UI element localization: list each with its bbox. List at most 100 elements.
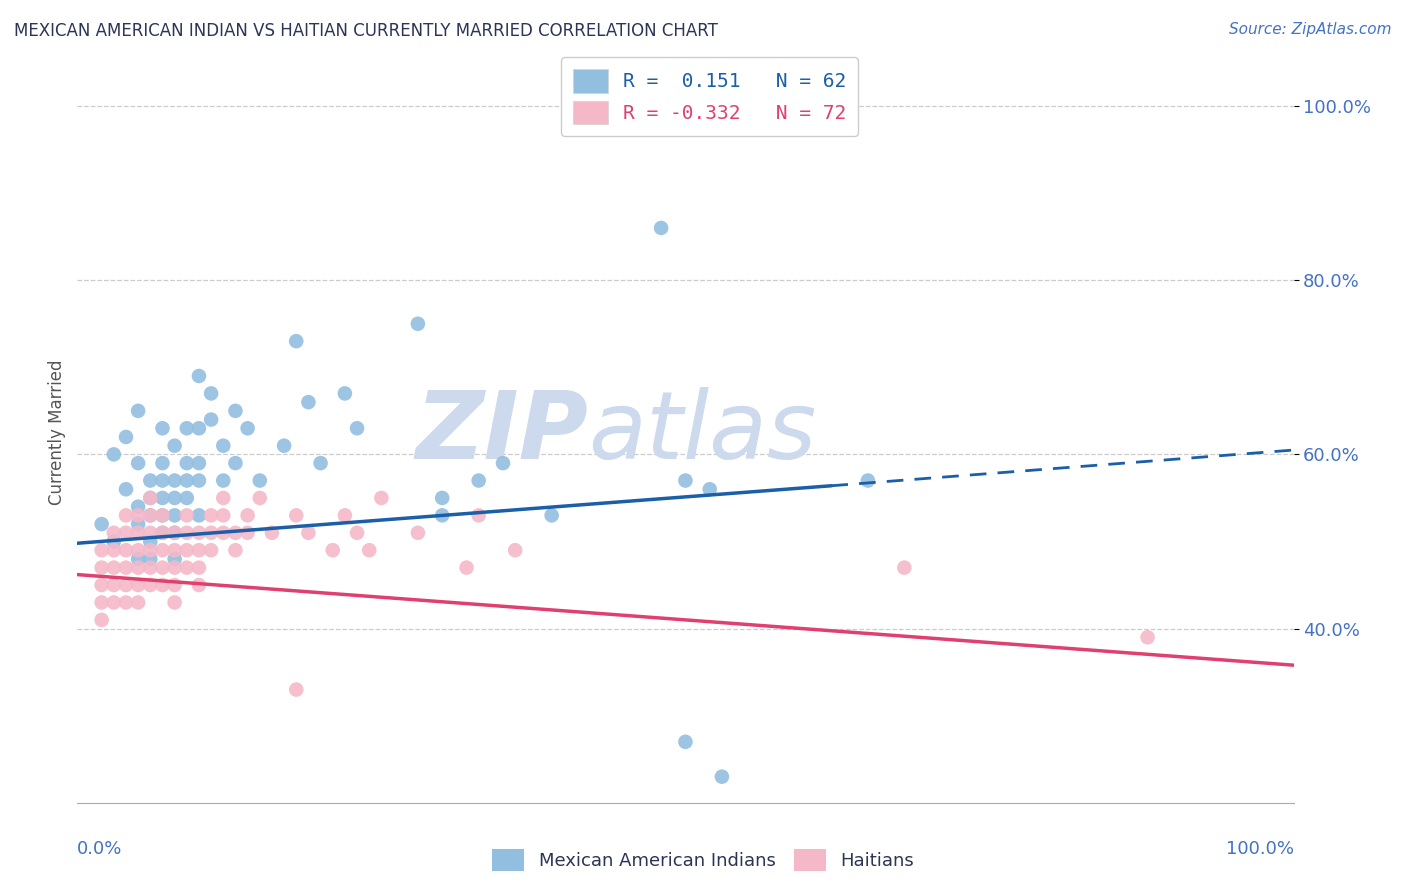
Point xyxy=(152,456,174,470)
Point xyxy=(188,474,211,488)
Point xyxy=(163,560,186,574)
Point xyxy=(103,447,125,461)
Point xyxy=(163,525,186,540)
Point xyxy=(406,525,429,540)
Point xyxy=(139,525,162,540)
Point xyxy=(212,474,235,488)
Legend: Mexican American Indians, Haitians: Mexican American Indians, Haitians xyxy=(485,842,921,879)
Point xyxy=(236,508,259,523)
Point xyxy=(176,474,198,488)
Point xyxy=(139,578,162,592)
Point xyxy=(249,474,271,488)
Point xyxy=(127,560,149,574)
Point xyxy=(346,421,368,435)
Point xyxy=(467,508,489,523)
Point xyxy=(103,525,125,540)
Point xyxy=(152,474,174,488)
Text: MEXICAN AMERICAN INDIAN VS HAITIAN CURRENTLY MARRIED CORRELATION CHART: MEXICAN AMERICAN INDIAN VS HAITIAN CURRE… xyxy=(14,22,718,40)
Point xyxy=(163,439,186,453)
Point xyxy=(90,560,112,574)
Point xyxy=(127,525,149,540)
Point xyxy=(297,395,319,409)
Point xyxy=(90,517,112,532)
Point xyxy=(492,456,515,470)
Point xyxy=(212,491,235,505)
Point xyxy=(224,404,246,418)
Point xyxy=(675,474,697,488)
Point xyxy=(333,386,356,401)
Point xyxy=(224,456,246,470)
Point xyxy=(212,508,235,523)
Point xyxy=(188,525,211,540)
Point xyxy=(467,474,489,488)
Text: Source: ZipAtlas.com: Source: ZipAtlas.com xyxy=(1229,22,1392,37)
Point xyxy=(163,543,186,558)
Point xyxy=(163,552,186,566)
Point xyxy=(127,578,149,592)
Point xyxy=(163,595,186,609)
Point xyxy=(103,534,125,549)
Point xyxy=(103,560,125,574)
Point xyxy=(139,508,162,523)
Point xyxy=(152,491,174,505)
Point xyxy=(139,560,162,574)
Point xyxy=(346,525,368,540)
Point xyxy=(152,525,174,540)
Point xyxy=(856,474,879,488)
Point xyxy=(90,543,112,558)
Point xyxy=(115,430,138,444)
Point xyxy=(163,578,186,592)
Point xyxy=(127,543,149,558)
Point xyxy=(224,543,246,558)
Point xyxy=(273,439,295,453)
Point xyxy=(188,421,211,435)
Point xyxy=(456,560,478,574)
Point xyxy=(115,508,138,523)
Point xyxy=(893,560,915,574)
Y-axis label: Currently Married: Currently Married xyxy=(48,359,66,506)
Point xyxy=(285,682,308,697)
Point xyxy=(249,491,271,505)
Point xyxy=(322,543,344,558)
Point xyxy=(90,578,112,592)
Text: 0.0%: 0.0% xyxy=(77,840,122,858)
Point xyxy=(212,525,235,540)
Point xyxy=(115,578,138,592)
Point xyxy=(699,482,721,496)
Point xyxy=(540,508,562,523)
Point xyxy=(152,508,174,523)
Point xyxy=(333,508,356,523)
Point xyxy=(236,525,259,540)
Point xyxy=(176,456,198,470)
Point xyxy=(236,421,259,435)
Point xyxy=(200,508,222,523)
Point xyxy=(103,595,125,609)
Point xyxy=(152,525,174,540)
Point xyxy=(127,404,149,418)
Point xyxy=(115,525,138,540)
Point xyxy=(188,543,211,558)
Point xyxy=(152,560,174,574)
Point xyxy=(103,578,125,592)
Point xyxy=(127,508,149,523)
Point xyxy=(152,421,174,435)
Point xyxy=(188,456,211,470)
Point xyxy=(430,508,453,523)
Point xyxy=(139,534,162,549)
Text: atlas: atlas xyxy=(588,387,817,478)
Point xyxy=(90,595,112,609)
Point xyxy=(710,770,733,784)
Point xyxy=(430,491,453,505)
Point xyxy=(127,552,149,566)
Point xyxy=(200,543,222,558)
Point xyxy=(224,525,246,540)
Point xyxy=(139,552,162,566)
Point xyxy=(152,578,174,592)
Point xyxy=(370,491,392,505)
Point xyxy=(163,491,186,505)
Point xyxy=(359,543,381,558)
Point xyxy=(163,525,186,540)
Point xyxy=(90,613,112,627)
Point xyxy=(297,525,319,540)
Point xyxy=(152,543,174,558)
